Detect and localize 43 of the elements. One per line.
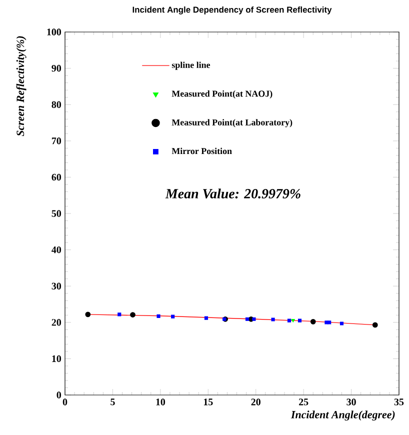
x-tick-label: 35 — [394, 398, 404, 406]
point — [204, 316, 208, 320]
x-tick-label: 0 — [62, 398, 68, 406]
point — [287, 318, 292, 322]
y-tick-label: 60 — [52, 174, 62, 181]
point — [130, 312, 136, 318]
y-tick-label: 70 — [52, 138, 62, 144]
point — [340, 322, 344, 326]
point — [271, 318, 275, 322]
y-tick-label: 90 — [52, 64, 62, 72]
point — [310, 318, 316, 324]
legend-label: Measured Point(at NAOJ) — [172, 90, 272, 99]
point — [298, 318, 302, 322]
x-tick-label: 25 — [299, 398, 308, 406]
point — [85, 312, 91, 318]
legend-label: Mirror Position — [172, 148, 232, 154]
y-tick-label: 100 — [47, 28, 62, 36]
point — [171, 314, 175, 318]
x-tick-label: 10 — [156, 398, 166, 406]
x-tick-label: 30 — [346, 398, 356, 406]
legend-label: Measured Point(at Laboratory) — [172, 119, 292, 128]
point — [328, 320, 332, 324]
point — [245, 317, 250, 321]
y-tick-label: 10 — [52, 355, 62, 362]
legend-label: spline line — [172, 62, 210, 70]
y-tick-label: 50 — [52, 210, 62, 217]
y-tick-label: 40 — [52, 246, 62, 254]
annotation: Mean Value: 20.9979% — [165, 188, 300, 198]
x-tick-label: 20 — [251, 398, 260, 406]
point — [252, 317, 256, 321]
y-tick-label: 80 — [52, 101, 62, 108]
x-axis-title: Incident Angle(degree) — [290, 410, 395, 421]
y-tick-label: 20 — [52, 319, 62, 326]
y-tick-label: 0 — [56, 392, 62, 398]
x-tick-label: 15 — [204, 398, 213, 406]
point — [118, 312, 122, 316]
point — [372, 322, 378, 328]
point — [156, 314, 160, 318]
y-tick-label: 30 — [52, 282, 62, 290]
y-axis-title: Screen Reflectivity(%) — [16, 36, 26, 136]
point — [291, 319, 295, 322]
chart-title: Incident Angle Dependency of Screen Reflectivity — [132, 6, 332, 14]
x-tick-label: 5 — [110, 398, 115, 406]
